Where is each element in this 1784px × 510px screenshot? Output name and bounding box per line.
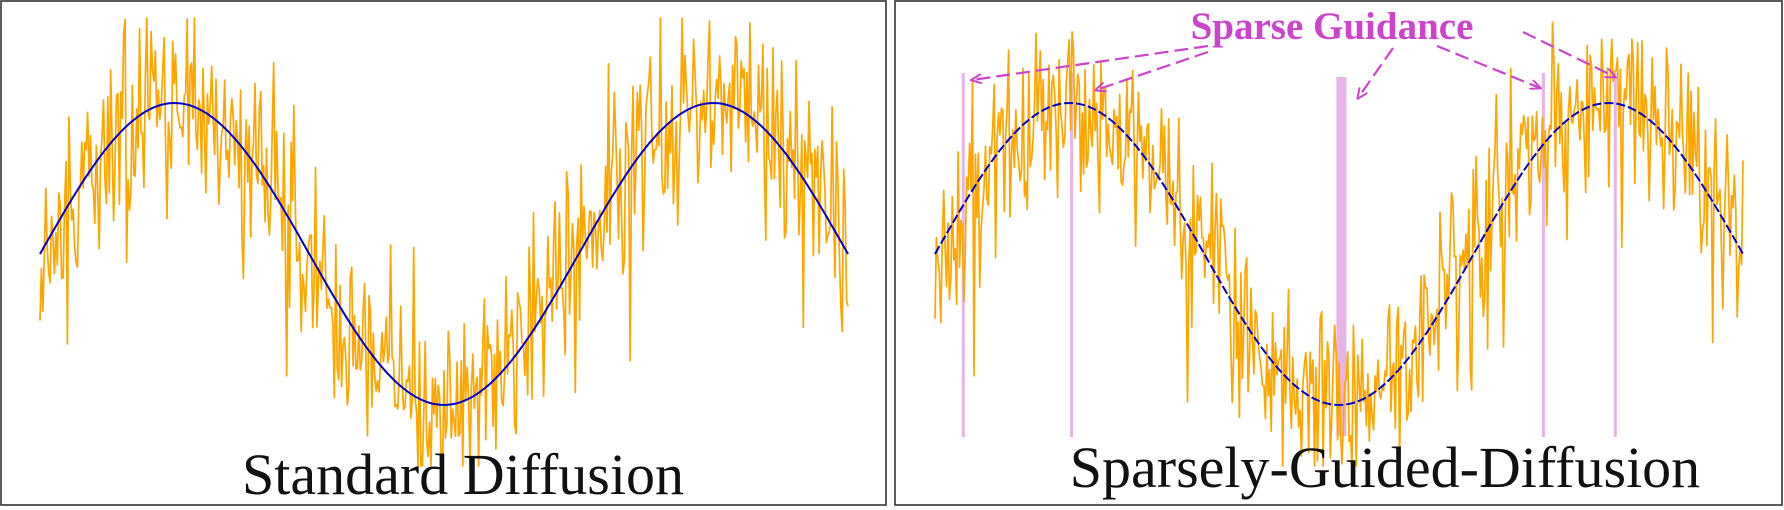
panel-sparsely-guided-diffusion: Sparse Guidance Sparsely-Guided-Diffusio… [894, 0, 1783, 506]
guidance-bar [1541, 73, 1545, 437]
annotation-arrow [1358, 47, 1394, 98]
clean-signal-line [934, 101, 1744, 407]
sparse-guidance-annotation: Sparse Guidance [972, 5, 1615, 98]
panel-frame [894, 0, 1783, 506]
noisy-signal-line [39, 17, 849, 467]
guidance-bar [1336, 77, 1347, 436]
annotation-label: Sparse Guidance [1191, 5, 1474, 48]
plot-area [39, 17, 849, 467]
annotation-arrow [972, 44, 1209, 80]
noisy-signal-line [934, 21, 1744, 467]
annotation-arrow [1522, 31, 1615, 77]
annotation-arrow [1096, 50, 1209, 90]
guidance-bar [1613, 73, 1617, 437]
panel-caption: Sparsely-Guided-Diffusion [1070, 435, 1700, 500]
panel-frame [0, 0, 887, 506]
clean-signal-line [39, 101, 849, 407]
panel-standard-diffusion: Standard Diffusion [0, 0, 887, 507]
panel-caption: Standard Diffusion [242, 442, 684, 507]
guidance-bar [1070, 73, 1074, 437]
plot-area [934, 21, 1744, 467]
annotation-arrow [1436, 44, 1540, 88]
